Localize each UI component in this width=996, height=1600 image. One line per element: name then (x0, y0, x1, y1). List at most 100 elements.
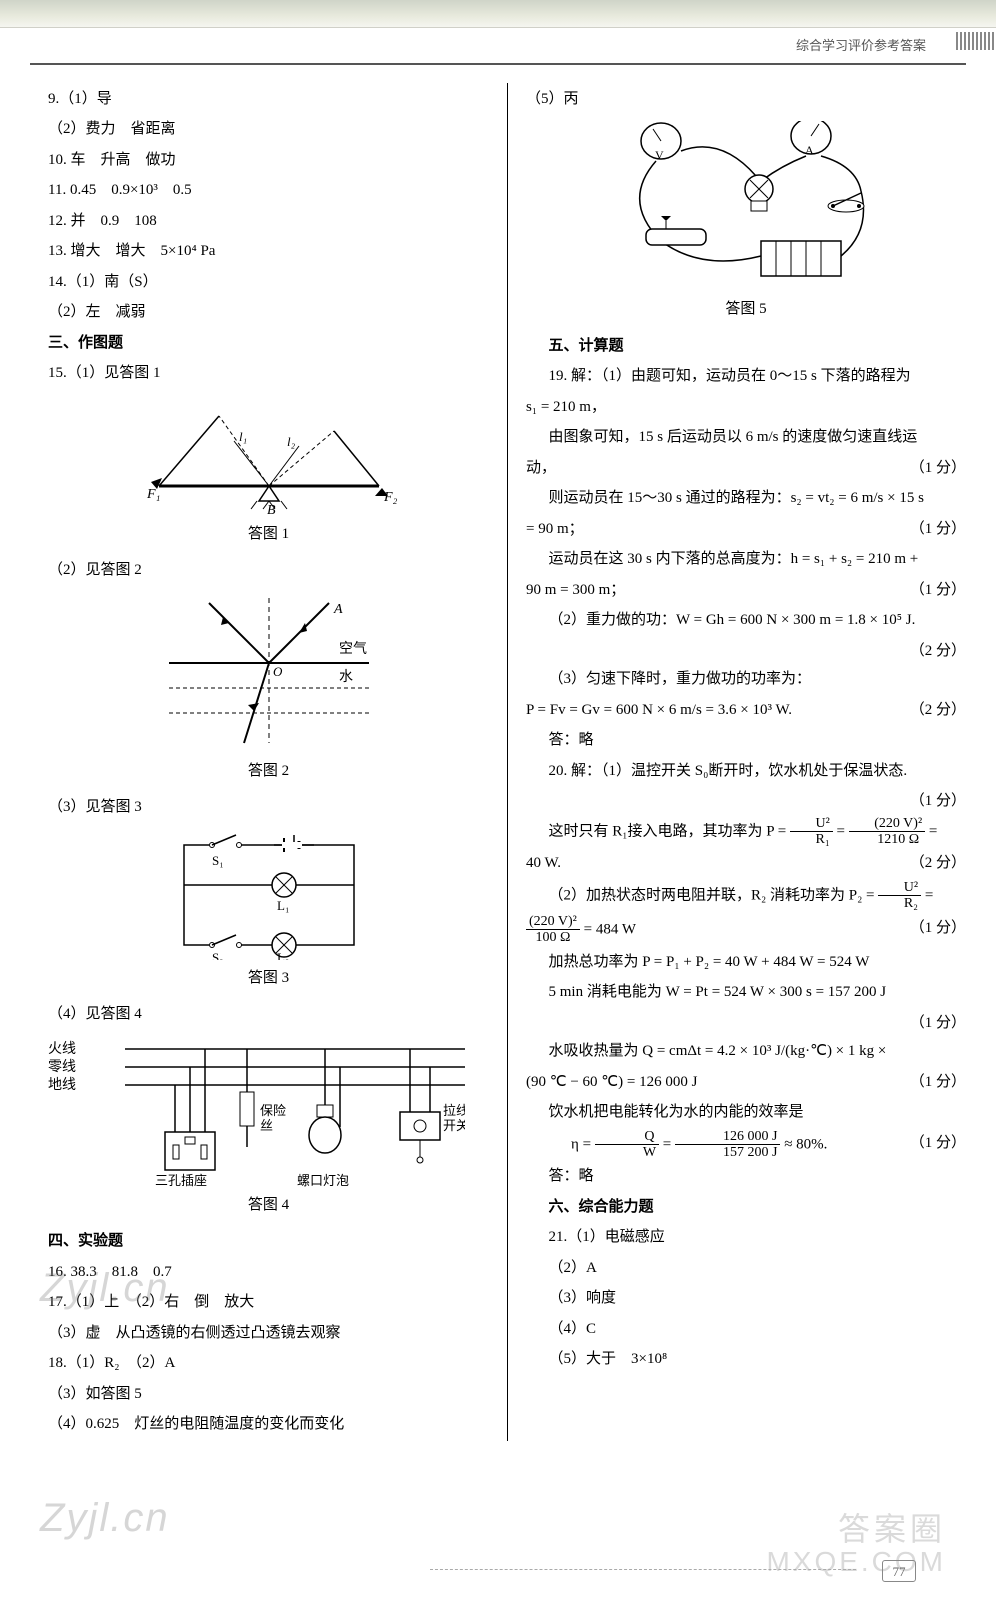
q20-g: 5 min 消耗电能为 W = Pt = 524 W × 300 s = 157… (526, 978, 966, 1007)
svg-text:保险: 保险 (260, 1103, 286, 1118)
q19-c: 由图象可知，15 s 后运动员以 6 m/s 的速度做匀速直线运 (526, 423, 966, 452)
svg-text:S₂: S₂ (212, 950, 224, 960)
q19-i: （2）重力做的功：W = Gh = 600 N × 300 m = 1.8 × … (526, 606, 966, 635)
section-5: 五、计算题 (526, 332, 966, 361)
q19-d: 动， (526, 460, 556, 476)
figure-3-caption: 答图 3 (48, 964, 489, 993)
text: = (925, 887, 933, 903)
q20-d: （2）加热状态时两电阻并联，R₂ 消耗功率为 P₂ = U²R₂ = (526, 880, 966, 912)
score: （1 分） (910, 1009, 966, 1038)
q20-h: 水吸收热量为 Q = cmΔt = 4.2 × 10³ J/(kg·℃) × 1… (526, 1037, 966, 1066)
score: （1 分） (865, 1129, 966, 1158)
watermark-4: MXQE.COM (766, 1535, 946, 1588)
text: ≈ 80%. (784, 1136, 827, 1152)
text: η = (571, 1136, 595, 1152)
top-band (0, 0, 996, 28)
q11: 11. 0.45 0.9×10³ 0.5 (48, 176, 489, 205)
svg-text:拉线: 拉线 (443, 1103, 465, 1118)
q16: 16. 38.3 81.8 0.7 (48, 1258, 489, 1287)
q20-f: 加热总功率为 P = P₁ + P₂ = 40 W + 484 W = 524 … (526, 948, 966, 977)
page-number: 77 (882, 1560, 916, 1582)
q19-a: 19. 解：（1）由题可知，运动员在 0～15 s 下落的路程为 (526, 362, 966, 391)
score: （1 分） (910, 1068, 966, 1097)
q18-3: （3）如答图 5 (48, 1380, 489, 1409)
score: （2 分） (910, 637, 966, 666)
q19-f: = 90 m； (526, 521, 584, 537)
q19-h: 90 m = 300 m； (526, 582, 625, 598)
q20-e: (220 V)²100 Ω = 484 W （1 分） (526, 914, 966, 946)
text: 这时只有 R₁接入电路，其功率为 P = (549, 823, 790, 839)
header-title: 综合学习评价参考答案 (30, 28, 966, 65)
right-column: （5）丙 V (507, 83, 966, 1441)
svg-text:L₁: L₁ (277, 898, 289, 913)
q9-2: （2）费力 省距离 (48, 115, 489, 144)
figure-4-caption: 答图 4 (48, 1191, 489, 1220)
q14-2: （2）左 减弱 (48, 298, 489, 327)
frac-den: W (595, 1145, 659, 1160)
q17-3: （3）虚 从凸透镜的右侧透过凸透镜去观察 (48, 1319, 489, 1348)
q18-1: 18.（1）R₂ （2）A (48, 1349, 489, 1378)
figure-2-caption: 答图 2 (48, 757, 489, 786)
svg-text:F₂: F₂ (383, 490, 398, 505)
frac-den: R₂ (878, 896, 921, 911)
q19-j: （3）匀速下降时，重力做功的功率为： (526, 665, 966, 694)
q19-g: 运动员在这 30 s 内下落的总高度为：h = s₁ + s₂ = 210 m … (526, 545, 966, 574)
frac-den: 100 Ω (526, 930, 580, 945)
q19-k: P = Fv = Gv = 600 N × 6 m/s = 3.6 × 10³ … (526, 702, 792, 718)
figure-5: V A (526, 121, 966, 291)
text: （2）加热状态时两电阻并联，R₂ 消耗功率为 P₂ = (549, 887, 879, 903)
left-column: 9.（1）导 （2）费力 省距离 10. 车 升高 做功 11. 0.45 0.… (48, 83, 507, 1441)
q15-1: 15.（1）见答图 1 (48, 359, 489, 388)
q20-j: 饮水机把电能转化为水的内能的效率是 (526, 1098, 966, 1127)
svg-text:l₂: l₂ (287, 434, 296, 449)
q18-4: （4）0.625 灯丝的电阻随温度的变化而变化 (48, 1410, 489, 1439)
watermark-2: Zyjl.cn (40, 1480, 170, 1556)
frac-num: Q (595, 1129, 659, 1145)
score: （2 分） (910, 849, 966, 878)
text: = 484 W (584, 921, 636, 937)
frac-num: 126 000 J (675, 1129, 780, 1145)
figure-2: A O 空气 水 (48, 593, 489, 753)
q21-2: （2）A (526, 1254, 966, 1283)
fig4-live: 火线 (48, 1041, 100, 1059)
watermark-3: 答案圈 (838, 1499, 946, 1560)
svg-text:V: V (655, 148, 664, 162)
q20-i: (90 ℃ − 60 ℃) = 126 000 J (526, 1074, 697, 1090)
score: （1 分） (910, 454, 966, 483)
q21-3: （3）响度 (526, 1284, 966, 1313)
q9-1: 9.（1）导 (48, 85, 489, 114)
footer-dotline (430, 1569, 856, 1570)
frac-num: (220 V)² (526, 914, 580, 930)
q15-2: （2）见答图 2 (48, 556, 489, 585)
svg-text:螺口灯泡: 螺口灯泡 (297, 1173, 349, 1187)
q20-b: 这时只有 R₁接入电路，其功率为 P = U²R₁ = (220 V)²1210… (526, 816, 966, 848)
svg-text:开关: 开关 (443, 1118, 465, 1133)
frac-num: U² (790, 816, 833, 832)
q12: 12. 并 0.9 108 (48, 207, 489, 236)
svg-text:三孔插座: 三孔插座 (155, 1173, 207, 1187)
frac-den: 157 200 J (675, 1145, 780, 1160)
page: 综合学习评价参考答案 9.（1）导 （2）费力 省距离 10. 车 升高 做功 … (0, 0, 996, 1600)
section-3: 三、作图题 (48, 329, 489, 358)
q15-4: （4）见答图 4 (48, 1000, 489, 1029)
q18-5: （5）丙 (526, 85, 966, 114)
svg-text:F₁: F₁ (146, 487, 160, 502)
text: = (837, 823, 849, 839)
text: = (929, 823, 937, 839)
q21-1: 21.（1）电磁感应 (526, 1223, 966, 1252)
q19-e: 则运动员在 15～30 s 通过的路程为：s₂ = vt₂ = 6 m/s × … (526, 484, 966, 513)
q21-5: （5）大于 3×10⁸ (526, 1345, 966, 1374)
svg-text:A: A (333, 602, 343, 617)
section-4: 四、实验题 (48, 1227, 489, 1256)
q20-a: 20. 解：（1）温控开关 S₀断开时，饮水机处于保温状态. (526, 757, 966, 786)
svg-text:O: O (273, 664, 283, 679)
fig2-water-label: 水 (339, 669, 353, 685)
figure-1-caption: 答图 1 (48, 520, 489, 549)
frac-num: (220 V)² (849, 816, 925, 832)
svg-text:S₁: S₁ (212, 853, 224, 868)
svg-text:B: B (267, 503, 276, 516)
figure-5-caption: 答图 5 (526, 295, 966, 324)
svg-text:丝: 丝 (260, 1118, 273, 1133)
q21-4: （4）C (526, 1315, 966, 1344)
figure-1: F₁ F₂ B l₁ l₂ (48, 396, 489, 516)
